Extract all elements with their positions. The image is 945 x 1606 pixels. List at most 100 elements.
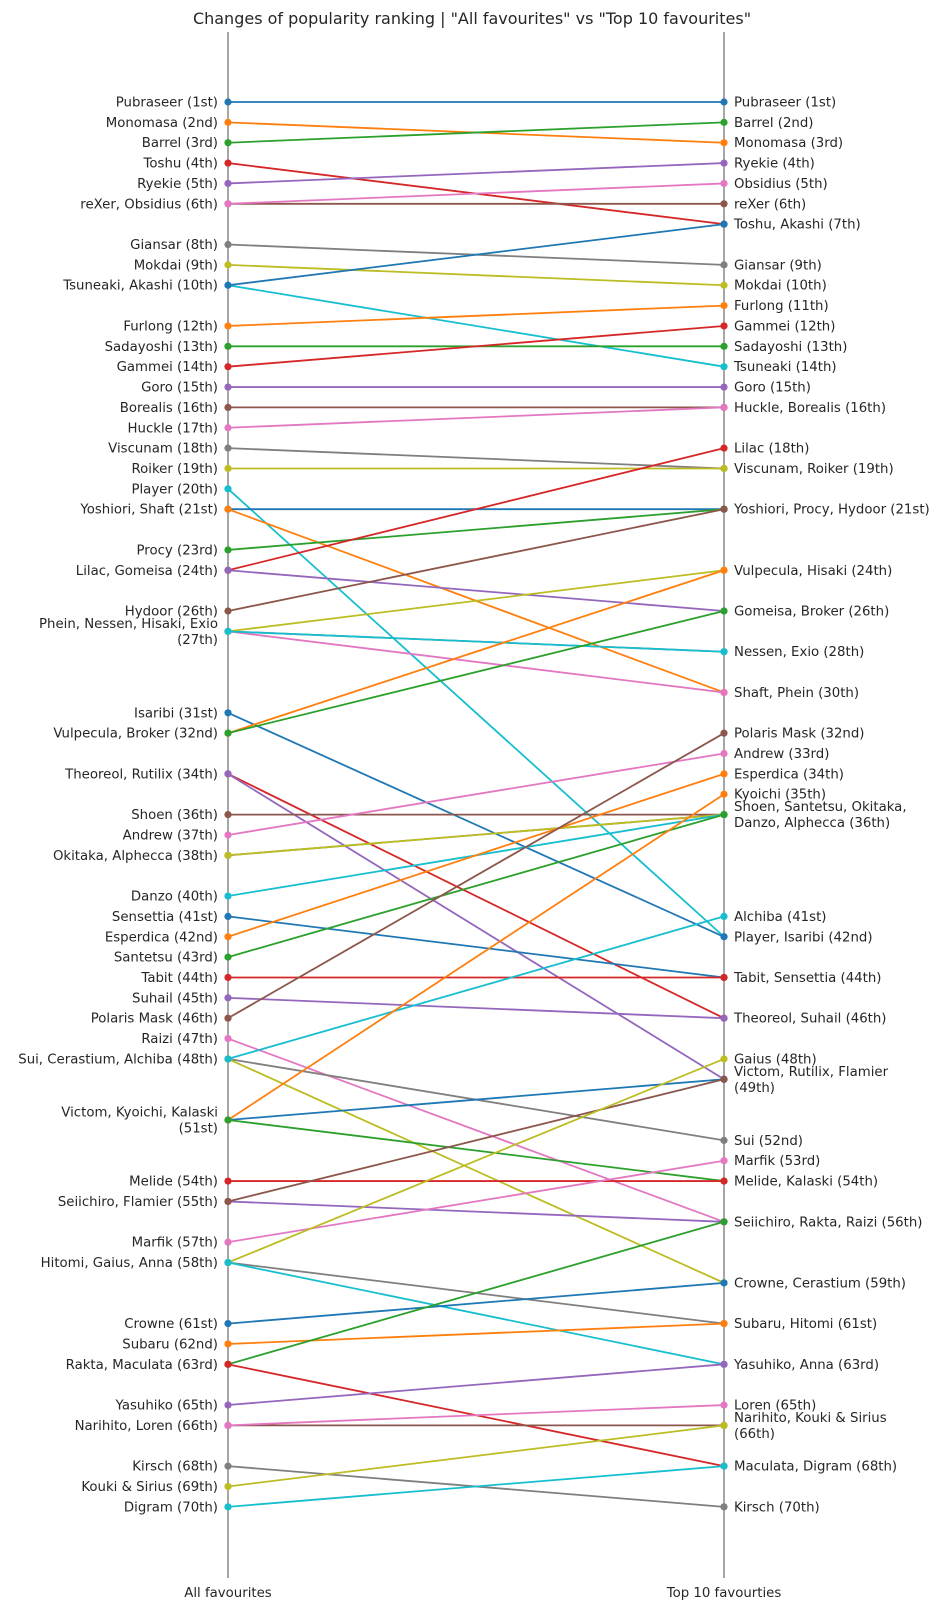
right-label-rank-41: Alchiba (41st) <box>734 910 826 925</box>
series-line-viscunam <box>227 447 725 470</box>
series-line-loren <box>227 1404 725 1427</box>
point-left-suhail <box>224 994 232 1002</box>
point-right-obsidius <box>720 179 728 188</box>
left-label-line: (51st) <box>179 1122 218 1137</box>
point-right-melide <box>720 1177 728 1185</box>
series-line-ryekie <box>227 162 725 185</box>
left-label-rank-63: Rakta, Maculata (63rd) <box>66 1358 218 1373</box>
point-right-marfik <box>720 1157 728 1165</box>
point-left-shaft <box>224 505 232 513</box>
left-label-rank-55: Seiichiro, Flamier (55th) <box>58 1195 218 1210</box>
left-label-line: Kirsch (68th) <box>132 1460 218 1475</box>
x-tick-label-all-favourites: All favourites <box>184 1586 272 1601</box>
left-rank-labels: Pubraseer (1st) Monomasa (2nd) Barrel (3rd… <box>18 96 218 1516</box>
left-label-line: Borealis (16th) <box>120 401 218 416</box>
point-left-hydoor <box>224 607 232 615</box>
right-label-rank-68: Maculata, Digram (68th) <box>734 1460 897 1475</box>
left-label-rank-41: Sensettia (41st) <box>112 910 218 925</box>
point-right-goro <box>720 383 728 391</box>
left-label-rank-43: Santetsu (43rd) <box>114 951 218 966</box>
point-left-isaribi <box>224 709 232 717</box>
point-right-isaribi <box>720 933 728 941</box>
series-line-exio <box>227 630 725 653</box>
left-label-rank-42: Esperdica (42nd) <box>105 930 218 945</box>
series-line-rakta <box>227 1220 725 1366</box>
left-label-line: Viscunam (18th) <box>108 442 218 457</box>
series-line-rutilix <box>227 773 725 1081</box>
right-label-rank-63: Yasuhiko, Anna (63rd) <box>733 1358 879 1373</box>
left-label-line: Pubraseer (1st) <box>116 96 218 111</box>
left-label-rank-27: Phein, Nessen, Hisaki, Exio (27th) <box>39 617 218 648</box>
right-label-rank-6: reXer (6th) <box>734 197 806 212</box>
right-label-rank-19: Viscunam, Roiker (19th) <box>734 462 894 477</box>
point-right-pubraseer <box>720 98 728 106</box>
left-label-line: Sadayoshi (13th) <box>105 340 218 355</box>
point-left-gomeisa <box>224 566 232 574</box>
right-label-rank-36: Shoen, Santetsu, Okitaka, Danzo, Alphecca… <box>734 800 907 831</box>
right-label-line: Pubraseer (1st) <box>734 96 836 111</box>
series-line-huckle <box>227 406 725 429</box>
left-label-line: Melide (54th) <box>129 1175 218 1190</box>
left-label-line: Santetsu (43rd) <box>114 951 218 966</box>
left-label-line: Hydoor (26th) <box>125 605 218 620</box>
series-line-seiichiro <box>227 1200 725 1223</box>
point-right-ryekie <box>720 159 728 167</box>
point-right-broker <box>720 607 728 615</box>
point-left-huckle <box>224 424 232 432</box>
point-left-digram <box>224 1503 232 1511</box>
left-label-line: Raizi (47th) <box>141 1032 218 1047</box>
series-line-isaribi <box>227 711 725 938</box>
point-left-mokdai <box>224 261 232 269</box>
right-label-line: Barrel (2nd) <box>734 116 813 131</box>
right-label-rank-56: Seiichiro, Rakta, Raizi (56th) <box>734 1215 922 1230</box>
point-right-roiker <box>720 464 728 473</box>
left-label-rank-70: Digram (70th) <box>124 1500 218 1515</box>
left-label-line: Sui, Cerastium, Alchiba (48th) <box>18 1052 218 1067</box>
left-label-line: Tsuneaki, Akashi (10th) <box>62 279 218 294</box>
left-label-rank-48: Sui, Cerastium, Alchiba (48th) <box>18 1052 218 1067</box>
right-label-rank-24: Vulpecula, Hisaki (24th) <box>734 564 892 579</box>
right-label-line: (66th) <box>734 1427 775 1442</box>
series-line-anna <box>227 1261 725 1366</box>
left-label-rank-8: Giansar (8th) <box>130 238 218 253</box>
left-label-line: Shoen (36th) <box>131 808 218 823</box>
left-label-rank-10: Tsuneaki, Akashi (10th) <box>62 279 218 294</box>
point-right-monomasa <box>720 139 728 147</box>
right-label-line: Yoshiori, Procy, Hydoor (21st) <box>733 503 930 518</box>
right-label-line: Sui (52nd) <box>734 1134 803 1149</box>
point-left-obsidius <box>224 200 232 208</box>
right-label-line: Furlong (11th) <box>734 299 829 314</box>
left-label-rank-16: Borealis (16th) <box>120 401 218 416</box>
point-right-andrew <box>720 749 728 758</box>
point-left-broker <box>224 729 232 737</box>
series-line-alchiba <box>227 915 725 1060</box>
left-label-line: Seiichiro, Flamier (55th) <box>58 1195 218 1210</box>
left-label-rank-26: Hydoor (26th) <box>125 605 218 620</box>
right-label-line: Melide, Kalaski (54th) <box>734 1175 878 1190</box>
series-line-hisaki <box>227 569 725 633</box>
point-left-esperdica <box>224 933 232 941</box>
right-label-rank-70: Kirsch (70th) <box>734 1500 820 1515</box>
series-line-suhail <box>227 996 725 1020</box>
right-label-line: Marfik (53rd) <box>734 1154 820 1169</box>
right-label-rank-34: Esperdica (34th) <box>734 767 844 782</box>
left-label-line: Tabit (44th) <box>140 971 218 986</box>
x-tick-label-top-10-favourites: Top 10 favourties <box>666 1586 782 1601</box>
point-left-loren <box>224 1421 232 1429</box>
series-line-vulpecula <box>227 569 725 735</box>
right-label-rank-59: Crowne, Cerastium (59th) <box>734 1276 906 1291</box>
series-line-esperdica <box>227 773 725 938</box>
left-label-line: Phein, Nessen, Hisaki, Exio <box>39 617 218 632</box>
right-label-line: Vulpecula, Hisaki (24th) <box>734 564 892 579</box>
right-label-line: Maculata, Digram (68th) <box>734 1460 897 1475</box>
series-line-barrel <box>227 121 725 144</box>
point-left-crowne <box>224 1320 232 1328</box>
right-label-rank-66: Narihito, Kouki & Sirius (66th) <box>734 1411 887 1442</box>
left-label-rank-2: Monomasa (2nd) <box>106 116 218 131</box>
left-label-line: Furlong (12th) <box>123 319 218 334</box>
left-label-line: Isaribi (31st) <box>134 706 218 721</box>
point-right-tsuneaki <box>720 363 728 371</box>
right-label-rank-18: Lilac (18th) <box>734 442 809 457</box>
left-label-line: Huckle (17th) <box>128 421 218 436</box>
left-label-rank-6: reXer, Obsidius (6th) <box>80 197 218 212</box>
